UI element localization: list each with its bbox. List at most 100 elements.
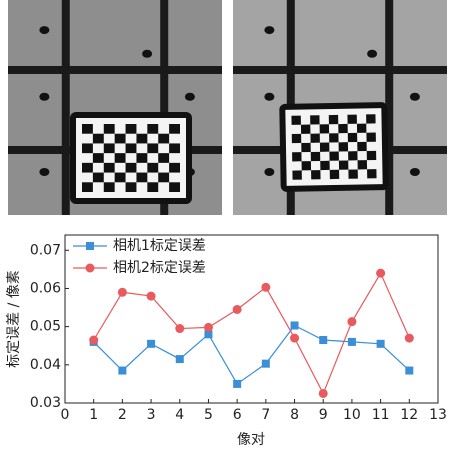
board-square: [136, 173, 147, 183]
board-square: [301, 125, 310, 134]
board-square: [136, 153, 147, 163]
x-tick-label: 7: [261, 407, 270, 423]
marker: [118, 367, 126, 375]
board-square: [169, 163, 180, 173]
board-square: [291, 116, 300, 125]
board-square: [339, 160, 348, 169]
board-square: [147, 182, 158, 192]
marker: [118, 288, 127, 297]
board-square: [115, 173, 126, 183]
y-tick-label: 0.06: [30, 280, 61, 296]
board-square: [136, 134, 147, 144]
photo-dot: [39, 93, 49, 101]
photo-dot: [410, 168, 420, 176]
marker: [147, 340, 155, 348]
board-square: [104, 182, 115, 192]
x-tick-label: 1: [89, 407, 98, 423]
x-tick-label: 2: [118, 407, 127, 423]
legend-marker: [86, 264, 95, 273]
board-square: [169, 143, 180, 153]
board-square: [366, 114, 375, 123]
photo-dot: [39, 26, 49, 34]
x-tick-label: 6: [233, 407, 242, 423]
board-square: [329, 115, 338, 124]
checkerboard: [279, 102, 389, 192]
photo-dot: [410, 93, 420, 101]
y-tick-label: 0.07: [30, 242, 61, 258]
photo-dot: [264, 93, 274, 101]
marker: [377, 340, 385, 348]
board-square: [302, 161, 311, 170]
board-square: [82, 143, 93, 153]
marker: [290, 334, 299, 343]
marker: [319, 336, 327, 344]
marker: [347, 317, 356, 326]
photo-line: [233, 66, 447, 74]
photo-dot: [367, 50, 377, 58]
marker: [147, 292, 156, 301]
y-tick-label: 0.04: [30, 357, 61, 373]
marker: [233, 305, 242, 314]
x-tick-label: 0: [61, 407, 70, 423]
marker: [348, 338, 356, 346]
board-square: [82, 182, 93, 192]
board-square: [366, 133, 375, 142]
marker: [176, 355, 184, 363]
photo-line: [8, 66, 222, 74]
board-square: [320, 161, 329, 170]
marker: [319, 389, 328, 398]
marker: [262, 360, 270, 368]
x-tick-label: 10: [343, 407, 361, 423]
board-square: [310, 115, 319, 124]
board-square: [367, 151, 376, 160]
board-square: [93, 173, 104, 183]
board-square: [339, 142, 348, 151]
marker: [233, 380, 241, 388]
board-square: [115, 153, 126, 163]
marker: [261, 283, 270, 292]
x-tick-label: 4: [175, 407, 184, 423]
photos: [8, 0, 447, 215]
board-square: [330, 170, 339, 179]
board-square: [104, 124, 115, 134]
board-square: [158, 134, 169, 144]
board-square: [93, 134, 104, 144]
board-square: [348, 133, 357, 142]
board-square: [310, 134, 319, 143]
y-tick-label: 0.05: [30, 319, 61, 335]
board-square: [104, 143, 115, 153]
board-square: [357, 124, 366, 133]
board-square: [126, 124, 137, 134]
photo-dot: [264, 26, 274, 34]
legend-label: 相机2标定误差: [113, 260, 206, 276]
page: 像对 标定误差 / 像素 0123456789101112130.030.040…: [0, 0, 452, 455]
marker: [204, 323, 213, 332]
legend-marker: [86, 242, 94, 250]
y-axis-label: 标定误差 / 像素: [6, 270, 22, 368]
legend-label: 相机1标定误差: [113, 238, 206, 254]
board-square: [169, 124, 180, 134]
board-square: [158, 173, 169, 183]
board-square: [115, 134, 126, 144]
board-square: [367, 169, 376, 178]
board-square: [311, 152, 320, 161]
x-tick-label: 11: [372, 407, 390, 423]
series-line: [94, 273, 410, 393]
marker: [405, 334, 414, 343]
marker: [405, 367, 413, 375]
board-square: [301, 143, 310, 152]
board-square: [347, 115, 356, 124]
board-square: [311, 170, 320, 179]
x-tick-label: 9: [319, 407, 328, 423]
photo-dot: [39, 168, 49, 176]
board-square: [292, 134, 301, 143]
x-tick-label: 3: [147, 407, 156, 423]
board-square: [82, 163, 93, 173]
x-tick-label: 13: [429, 407, 447, 423]
marker: [291, 321, 299, 329]
board-square: [329, 133, 338, 142]
x-tick-label: 8: [290, 407, 299, 423]
board-square: [329, 151, 338, 160]
board-square: [158, 153, 169, 163]
x-axis-label: 像对: [237, 432, 265, 448]
